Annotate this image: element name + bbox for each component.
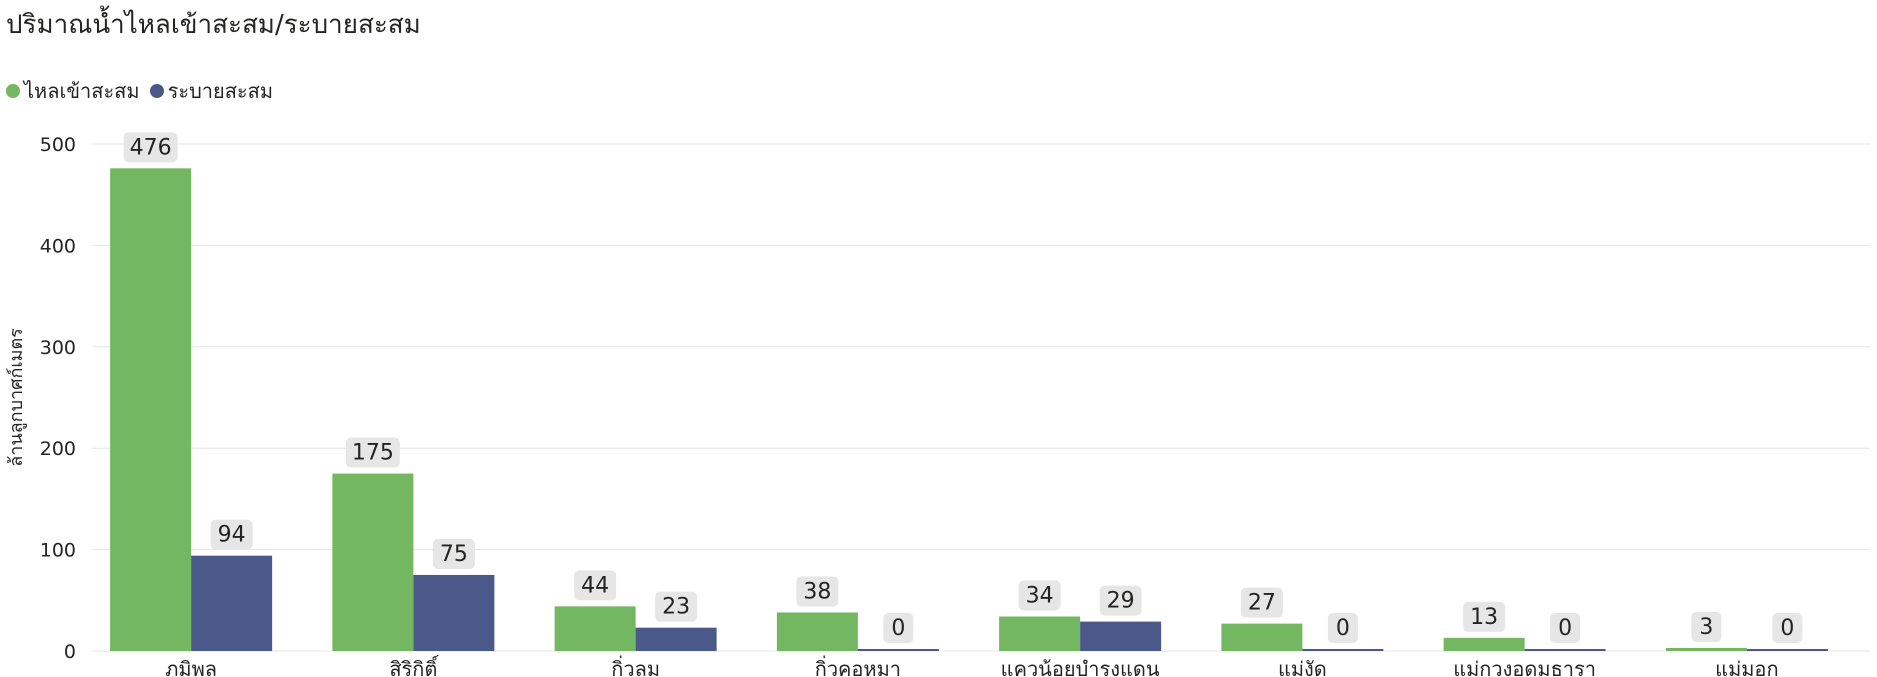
chart-title: ปริมาณน้ำไหลเข้าสะสม/ระบายสะสม — [6, 10, 421, 40]
data-label-box — [123, 132, 178, 163]
data-label: 27 — [1248, 591, 1276, 616]
x-tick-label: กิ่วลม — [611, 655, 660, 677]
data-label-box — [432, 538, 475, 569]
bar-inflow — [110, 168, 192, 651]
bar-inflow — [1221, 623, 1303, 651]
bar-outflow — [1080, 621, 1162, 651]
x-tick-label: ภูมิพล — [165, 657, 217, 677]
data-label: 44 — [581, 573, 609, 598]
data-label-box — [1327, 613, 1358, 643]
bar-outflow — [413, 574, 495, 651]
bar-inflow — [999, 616, 1081, 651]
data-label-box — [1691, 611, 1722, 642]
data-label: 23 — [662, 595, 690, 620]
bar-inflow — [1443, 637, 1525, 651]
data-label: 75 — [440, 542, 468, 567]
bar-outflow — [191, 555, 273, 651]
data-label: 94 — [218, 523, 246, 548]
y-tick-label: 300 — [40, 337, 76, 359]
bar-outflow — [1746, 649, 1828, 651]
x-tick-label: แม่งัด — [1278, 657, 1327, 677]
y-axis-title: ล้านลูกบาศก์เมตร — [6, 328, 27, 467]
data-label-box — [883, 613, 914, 643]
x-tick-label: แม่มอก — [1715, 657, 1778, 677]
bar-outflow — [1524, 649, 1606, 651]
y-tick-label: 200 — [40, 438, 76, 460]
data-label: 0 — [1780, 616, 1794, 641]
bar-outflow — [857, 649, 939, 651]
legend-label-outflow: ระบายสะสม — [167, 79, 274, 103]
data-label-box — [1018, 580, 1061, 611]
legend-item-inflow[interactable]: ไหลเข้าสะสม — [6, 75, 140, 107]
data-label: 175 — [352, 441, 394, 466]
x-tick-label: สิริกิติ์ — [389, 654, 439, 677]
y-tick-label: 0 — [64, 641, 76, 663]
x-tick-label: กิ่วคอหมา — [815, 655, 901, 677]
y-tick-label: 500 — [40, 134, 76, 156]
bar-inflow — [776, 612, 858, 651]
y-tick-label: 400 — [40, 235, 76, 257]
data-label: 0 — [1558, 616, 1572, 641]
bar-outflow — [635, 627, 717, 651]
data-label-box — [574, 570, 617, 601]
data-label: 476 — [130, 135, 172, 160]
y-tick-label: 100 — [40, 540, 76, 562]
data-label: 0 — [1336, 616, 1350, 641]
data-label: 34 — [1026, 584, 1054, 609]
data-label-box — [345, 437, 400, 468]
bar-inflow — [554, 606, 636, 651]
data-label-box — [1772, 613, 1803, 643]
data-label: 38 — [803, 579, 831, 604]
data-label-box — [655, 591, 698, 622]
data-label-box — [210, 519, 253, 550]
x-tick-label: แม่กวงอุดมธารา — [1453, 657, 1596, 677]
bar-inflow — [332, 473, 414, 651]
data-label: 0 — [891, 616, 905, 641]
data-label-box — [796, 576, 839, 607]
data-label-box — [1463, 601, 1506, 632]
data-label-box — [1550, 613, 1581, 643]
x-tick-label: แควน้อยบำรุงแดน — [1001, 657, 1160, 677]
bar-inflow — [1665, 647, 1747, 651]
bar-outflow — [1302, 649, 1384, 651]
legend-swatch-outflow — [149, 84, 164, 98]
data-label: 13 — [1470, 605, 1498, 630]
legend-label-inflow: ไหลเข้าสะสม — [24, 79, 140, 103]
data-label: 29 — [1107, 589, 1135, 614]
data-label: 3 — [1699, 615, 1713, 640]
legend-swatch-inflow — [6, 84, 20, 98]
legend: ไหลเข้าสะสม ระบายสะสม — [6, 78, 283, 104]
data-label-box — [1240, 587, 1283, 618]
legend-item-outflow[interactable]: ระบายสะสม — [149, 75, 274, 107]
data-label-box — [1099, 585, 1142, 616]
